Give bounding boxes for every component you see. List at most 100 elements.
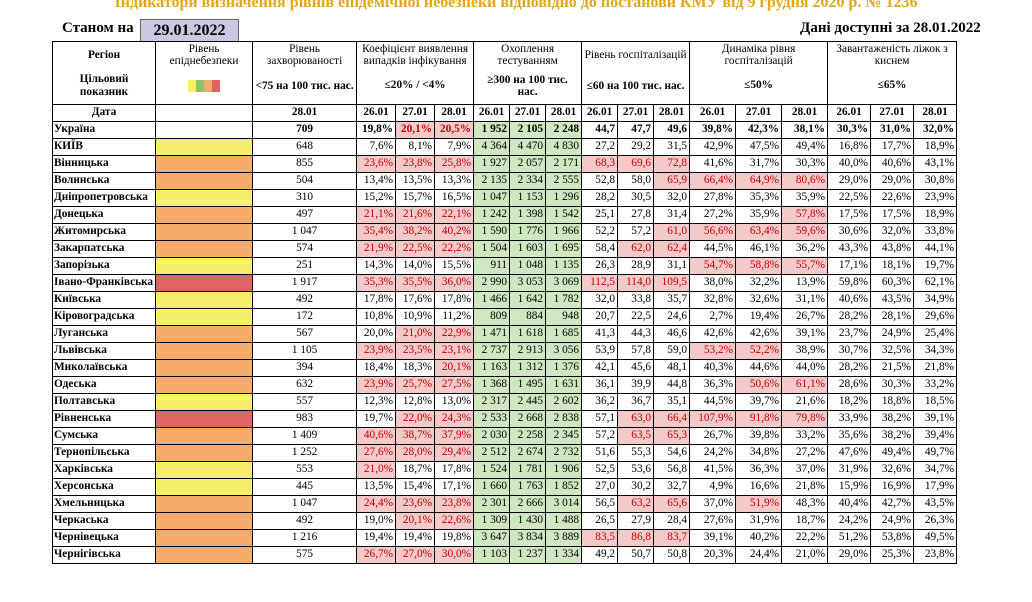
testing-value: 3 647 — [473, 528, 511, 547]
testing-value: 1 237 — [509, 545, 547, 564]
incidence-value: 1 409 — [252, 426, 358, 445]
region-name: Черкаська — [51, 511, 157, 530]
oxygen-value: 38,2% — [870, 409, 915, 428]
oxygen-value: 28,2% — [827, 307, 872, 326]
region-name: Івано-Франківська — [51, 273, 157, 292]
dynamics-value: 39,8% — [735, 426, 783, 445]
oxygen-value: 59,8% — [827, 273, 872, 292]
testing-value: 1 376 — [545, 358, 583, 377]
testing-value: 1 047 — [473, 188, 511, 207]
oxygen-value: 30,6% — [827, 222, 872, 241]
dynamics-value: 66,4% — [689, 171, 737, 190]
day-header: 28.01 — [781, 103, 829, 122]
dynamics-value: 58,8% — [735, 256, 783, 275]
positivity-value: 23,9% — [356, 375, 397, 394]
oxygen-value: 43,1% — [913, 154, 958, 173]
dynamics-value: 54,7% — [689, 256, 737, 275]
incidence-value: 445 — [252, 477, 358, 496]
oxygen-value: 30,7% — [827, 341, 872, 360]
testing-value: 3 069 — [545, 273, 583, 292]
positivity-value: 27,5% — [434, 375, 475, 394]
positivity-value: 15,2% — [356, 188, 397, 207]
oxygen-value: 39,1% — [913, 409, 958, 428]
danger-level-cell — [155, 290, 254, 309]
day-header: 27.01 — [870, 103, 915, 122]
positivity-value: 14,0% — [395, 256, 436, 275]
dynamics-value: 18,7% — [781, 511, 829, 530]
dynamics-value: 40,2% — [735, 528, 783, 547]
dynamics-value: 41,6% — [689, 154, 737, 173]
oxygen-value: 21,8% — [913, 358, 958, 377]
indicators-table: Регіон Рівень епіднебезпеки Рівень захво… — [51, 41, 958, 564]
oxygen-value: 23,9% — [913, 188, 958, 207]
positivity-value: 12,8% — [395, 392, 436, 411]
oxygen-value: 18,1% — [870, 256, 915, 275]
hosp-value: 26,3 — [581, 256, 619, 275]
hosp-value: 58,4 — [581, 239, 619, 258]
danger-level-cell — [155, 545, 254, 564]
oxygen-value: 26,3% — [913, 511, 958, 530]
level-header: Рівень епіднебезпеки — [155, 41, 254, 68]
positivity-value: 20,1% — [395, 511, 436, 530]
dynamics-value: 26,7% — [689, 426, 737, 445]
oxygen-value: 34,9% — [913, 290, 958, 309]
hosp-value: 49,6 — [653, 120, 691, 139]
dynamics-value: 20,3% — [689, 545, 737, 564]
dynamics-value: 31,1% — [781, 290, 829, 309]
oxygen-value: 25,4% — [913, 324, 958, 343]
testing-value: 809 — [473, 307, 511, 326]
positivity-value: 23,8% — [395, 154, 436, 173]
testing-value: 2 512 — [473, 443, 511, 462]
region-name: Чернівецька — [51, 528, 157, 547]
testing-value: 1 695 — [545, 239, 583, 258]
positivity-value: 38,2% — [395, 222, 436, 241]
hosp-value: 57,2 — [581, 426, 619, 445]
danger-level-cell — [155, 154, 254, 173]
hosp-value: 63,2 — [617, 494, 655, 513]
legend-swatch — [212, 79, 221, 92]
danger-level-cell — [155, 392, 254, 411]
danger-level-cell — [155, 460, 254, 479]
oxygen-value: 29,0% — [827, 545, 872, 564]
hosp-value: 30,2 — [617, 477, 655, 496]
positivity-value: 20,5% — [434, 120, 475, 139]
positivity-value: 13,0% — [434, 392, 475, 411]
dynamics-value: 32,8% — [689, 290, 737, 309]
testing-value: 1 966 — [545, 222, 583, 241]
hosp-header: Рівень госпіталізацій — [581, 41, 691, 68]
region-name: Дніпропетровська — [51, 188, 157, 207]
hosp-value: 22,5 — [617, 307, 655, 326]
as-of-date: 29.01.2022 — [140, 19, 239, 42]
dynamics-value: 31,9% — [735, 511, 783, 530]
oxygen-value: 39,4% — [913, 426, 958, 445]
dynamics-value: 49,4% — [781, 137, 829, 156]
hosp-value: 45,6 — [617, 358, 655, 377]
testing-value: 2 533 — [473, 409, 511, 428]
positivity-value: 23,9% — [356, 341, 397, 360]
hosp-value: 29,2 — [617, 137, 655, 156]
oxygen-value: 16,9% — [870, 477, 915, 496]
hosp-value: 61,0 — [653, 222, 691, 241]
incidence-value: 648 — [252, 137, 358, 156]
positivity-value: 17,8% — [434, 290, 475, 309]
day-header: 28.01 — [913, 103, 958, 122]
oxygen-value: 23,8% — [913, 545, 958, 564]
dynamics-value: 16,6% — [735, 477, 783, 496]
dynamics-value: 107,9% — [689, 409, 737, 428]
testing-value: 1 660 — [473, 477, 511, 496]
oxygen-header: Завантаженість ліжок з киснем — [827, 41, 958, 68]
incidence-value: 492 — [252, 290, 358, 309]
table-row: Закарпатська 574 21,9% 22,5% 22,2% 1 504 1 603… — [51, 239, 958, 258]
hosp-value: 35,1 — [653, 392, 691, 411]
incidence-value: 394 — [252, 358, 358, 377]
hosp-value: 114,0 — [617, 273, 655, 292]
day-header: 26.01 — [356, 103, 397, 122]
oxygen-value: 33,2% — [913, 375, 958, 394]
table-row: Київська 492 17,8% 17,6% 17,8% 1 466 1 642 1 78… — [51, 290, 958, 309]
positivity-value: 21,9% — [356, 239, 397, 258]
dynamics-value: 44,6% — [735, 358, 783, 377]
positivity-value: 19,0% — [356, 511, 397, 530]
danger-level-cell — [155, 137, 254, 156]
incidence-date: 28.01 — [252, 103, 358, 122]
positivity-value: 38,7% — [395, 426, 436, 445]
